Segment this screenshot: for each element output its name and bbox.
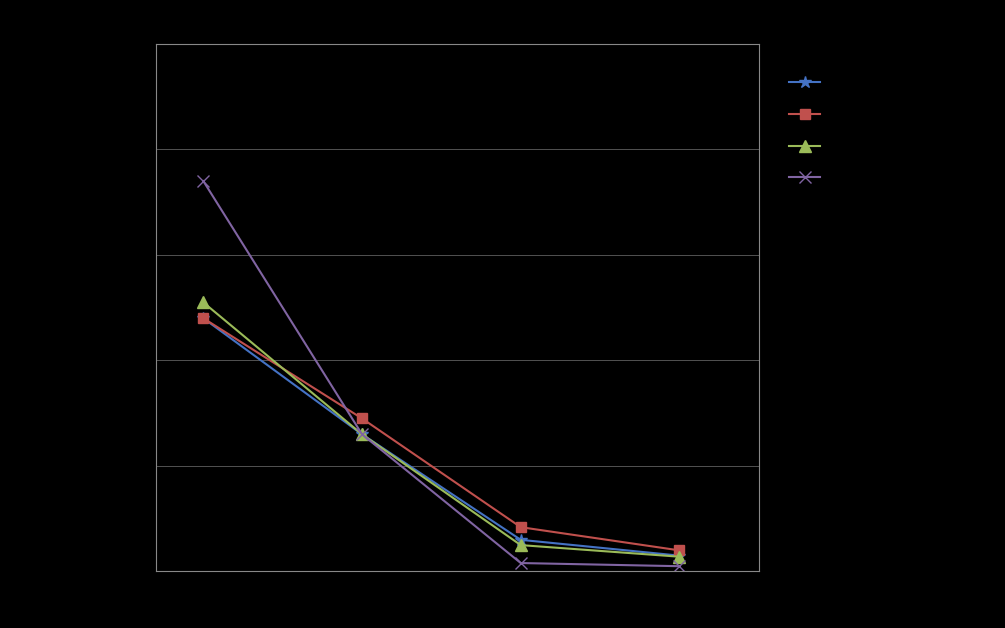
Legend: , , , : , , , <box>789 77 824 185</box>
Serie 3 <box>356 431 368 438</box>
Serie 1 <box>197 315 209 322</box>
Serie 4 <box>673 563 685 570</box>
Line: Serie 4: Serie 4 <box>197 175 685 573</box>
Serie 2 <box>197 315 209 322</box>
Serie 2 <box>673 546 685 554</box>
Serie 3 <box>515 541 527 549</box>
Serie 2 <box>515 523 527 531</box>
Serie 4 <box>356 431 368 438</box>
Serie 2 <box>356 414 368 422</box>
Serie 3 <box>197 299 209 306</box>
Serie 1 <box>515 536 527 544</box>
Serie 1 <box>356 431 368 438</box>
Line: Serie 2: Serie 2 <box>199 313 684 555</box>
Serie 4 <box>515 560 527 567</box>
Serie 4 <box>197 177 209 185</box>
Line: Serie 1: Serie 1 <box>197 312 685 562</box>
Serie 1 <box>673 552 685 560</box>
Line: Serie 3: Serie 3 <box>198 297 685 562</box>
Serie 3 <box>673 553 685 560</box>
